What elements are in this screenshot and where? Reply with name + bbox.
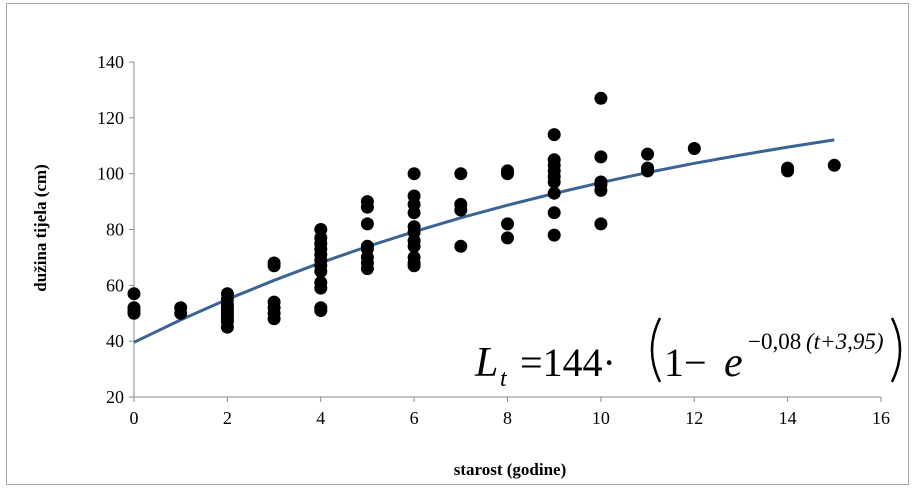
x-tick-label: 12: [685, 408, 703, 428]
data-point: [547, 128, 561, 142]
x-tick-label: 8: [503, 408, 512, 428]
y-tick-label: 60: [106, 275, 124, 295]
data-point: [781, 164, 795, 178]
growth-curve-line: [133, 138, 835, 344]
data-point: [314, 264, 328, 278]
data-point: [314, 304, 328, 317]
growth-curve-layer: [133, 138, 835, 344]
data-point: [547, 175, 561, 189]
formula-big-paren-right: [890, 317, 902, 383]
data-point: [314, 281, 328, 295]
y-tick-label: 120: [97, 108, 124, 128]
data-point: [547, 186, 561, 200]
formula-big-paren-left: [650, 317, 662, 383]
formula-exponent: −0,08: [748, 329, 801, 354]
data-point: [827, 158, 841, 172]
formula-one-minus: 1−: [664, 340, 707, 385]
data-point: [267, 259, 281, 273]
x-axis-title: starost (godine): [454, 460, 567, 479]
data-point: [407, 206, 421, 220]
data-point: [641, 147, 655, 161]
data-point: [174, 306, 188, 320]
y-tick-label: 40: [106, 331, 124, 351]
formula-subscript: t: [500, 366, 508, 392]
data-point: [687, 142, 701, 155]
x-tick-label: 2: [223, 408, 232, 428]
data-point: [220, 320, 234, 334]
data-point: [501, 217, 514, 231]
formula-L: L: [474, 340, 498, 386]
x-tick-label: 14: [779, 408, 797, 428]
formula-e: e: [724, 340, 743, 386]
data-point: [127, 287, 141, 301]
y-tick-label: 20: [106, 387, 124, 407]
x-tick-label: 6: [410, 408, 419, 428]
data-point: [547, 228, 561, 242]
data-point: [454, 203, 468, 217]
x-tick-label: 16: [872, 408, 890, 428]
data-point: [407, 239, 421, 253]
y-tick-label: 80: [106, 220, 124, 240]
y-tick-label: 100: [97, 164, 124, 184]
data-point: [454, 239, 468, 253]
data-point: [594, 183, 608, 197]
data-point: [127, 306, 141, 320]
formula-exponent-paren: (t+3,95): [806, 329, 883, 354]
data-point: [547, 206, 561, 220]
y-axis-title: dužina tijela (cm): [31, 164, 50, 291]
data-point: [267, 312, 281, 326]
data-point: [360, 262, 374, 276]
formula-annotation: L t =144· 1− e −0,08 (t+3,95): [474, 317, 902, 392]
y-tick-label: 140: [97, 52, 124, 72]
data-point: [360, 200, 374, 214]
data-points-layer: [127, 91, 841, 334]
data-point: [407, 167, 421, 181]
data-point: [501, 231, 514, 245]
data-point: [594, 150, 608, 164]
x-tick-label: 4: [316, 408, 325, 428]
data-point: [501, 167, 514, 181]
data-point: [360, 217, 374, 231]
data-point: [641, 164, 655, 178]
data-point: [594, 91, 608, 105]
formula-equals: =144·: [520, 340, 616, 385]
data-point: [594, 217, 608, 231]
x-tick-label: 10: [592, 408, 610, 428]
data-point: [407, 259, 421, 273]
x-tick-label: 0: [130, 408, 139, 428]
data-point: [454, 167, 468, 181]
